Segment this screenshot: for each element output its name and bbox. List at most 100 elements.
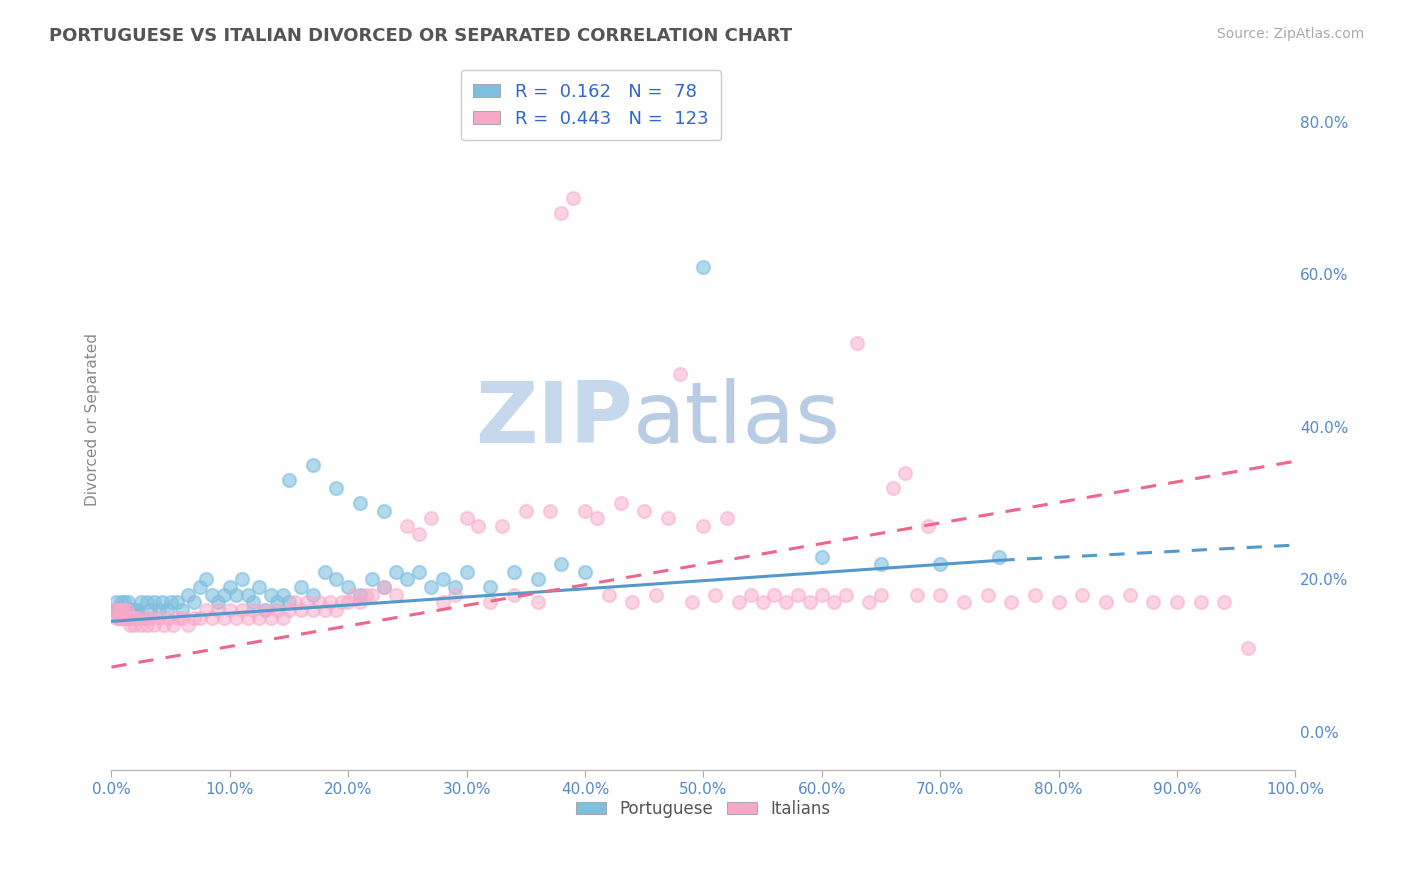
Point: [225, 588, 247, 602]
Point: [562, 191, 585, 205]
Point: [278, 473, 301, 487]
Point: [117, 610, 139, 624]
Point: [290, 603, 312, 617]
Point: [988, 549, 1011, 564]
Point: [111, 610, 134, 624]
Point: [236, 610, 259, 624]
Point: [115, 610, 138, 624]
Point: [231, 573, 253, 587]
Point: [177, 588, 200, 602]
Point: [254, 603, 277, 617]
Point: [337, 580, 360, 594]
Point: [976, 588, 998, 602]
Point: [156, 603, 179, 617]
Point: [1000, 595, 1022, 609]
Point: [118, 610, 141, 624]
Point: [118, 603, 141, 617]
Point: [110, 610, 132, 624]
Point: [114, 595, 136, 609]
Point: [183, 610, 205, 624]
Point: [108, 603, 131, 617]
Point: [905, 588, 928, 602]
Point: [143, 595, 166, 609]
Point: [308, 595, 330, 609]
Point: [105, 603, 128, 617]
Point: [295, 595, 318, 609]
Point: [432, 573, 454, 587]
Point: [117, 595, 139, 609]
Point: [467, 519, 489, 533]
Point: [893, 466, 915, 480]
Point: [1142, 595, 1164, 609]
Point: [870, 557, 893, 571]
Point: [586, 511, 609, 525]
Point: [271, 588, 294, 602]
Point: [120, 610, 142, 624]
Point: [107, 610, 129, 624]
Point: [526, 595, 548, 609]
Point: [122, 618, 145, 632]
Point: [621, 595, 644, 609]
Point: [384, 588, 406, 602]
Point: [609, 496, 631, 510]
Point: [917, 519, 939, 533]
Point: [231, 603, 253, 617]
Point: [858, 595, 880, 609]
Point: [574, 565, 596, 579]
Point: [396, 573, 419, 587]
Point: [108, 603, 131, 617]
Point: [354, 588, 377, 602]
Point: [159, 595, 181, 609]
Point: [139, 610, 162, 624]
Point: [349, 595, 371, 609]
Point: [443, 588, 465, 602]
Point: [207, 595, 229, 609]
Point: [1095, 595, 1118, 609]
Point: [195, 603, 218, 617]
Point: [633, 504, 655, 518]
Point: [396, 519, 419, 533]
Point: [384, 565, 406, 579]
Point: [104, 603, 127, 617]
Point: [882, 481, 904, 495]
Point: [515, 504, 537, 518]
Point: [373, 580, 395, 594]
Point: [373, 580, 395, 594]
Point: [105, 595, 128, 609]
Point: [249, 610, 271, 624]
Point: [172, 603, 194, 617]
Point: [177, 618, 200, 632]
Point: [645, 588, 668, 602]
Point: [408, 565, 430, 579]
Point: [799, 595, 821, 609]
Point: [503, 588, 526, 602]
Point: [1166, 595, 1188, 609]
Point: [254, 603, 277, 617]
Point: [538, 504, 561, 518]
Point: [242, 603, 264, 617]
Point: [301, 458, 323, 472]
Point: [225, 610, 247, 624]
Point: [218, 580, 240, 594]
Point: [740, 588, 762, 602]
Point: [290, 580, 312, 594]
Point: [166, 595, 188, 609]
Point: [121, 603, 143, 617]
Point: [349, 496, 371, 510]
Point: [114, 603, 136, 617]
Point: [143, 618, 166, 632]
Point: [124, 610, 146, 624]
Point: [349, 588, 371, 602]
Point: [134, 610, 156, 624]
Point: [152, 618, 174, 632]
Point: [420, 511, 443, 525]
Point: [929, 557, 952, 571]
Point: [207, 603, 229, 617]
Point: [361, 588, 384, 602]
Point: [325, 573, 347, 587]
Point: [139, 603, 162, 617]
Point: [456, 565, 478, 579]
Point: [112, 610, 135, 624]
Point: [550, 557, 572, 571]
Point: [716, 511, 738, 525]
